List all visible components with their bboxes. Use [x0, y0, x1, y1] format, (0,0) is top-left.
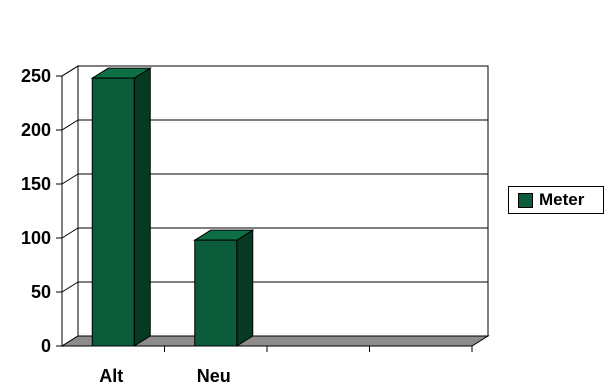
legend-swatch: [518, 192, 533, 208]
gridline-side: [61, 281, 79, 293]
bar-side: [133, 67, 151, 347]
y-tick-label: 50: [31, 282, 51, 302]
x-tick-label: Neu: [197, 366, 231, 386]
gridline-side: [61, 119, 79, 131]
legend: Meter: [508, 186, 604, 214]
y-tick-label: 0: [41, 336, 51, 356]
legend-label: Meter: [539, 190, 585, 209]
y-tick-label: 200: [21, 120, 51, 140]
bar-side: [236, 229, 254, 347]
gridline-side: [61, 65, 79, 77]
bar-front: [91, 77, 135, 347]
gridline-side: [61, 173, 79, 185]
x-tick-labels: Alt Neu: [99, 366, 231, 386]
y-tick-label: 100: [21, 228, 51, 248]
y-tick-label: 150: [21, 174, 51, 194]
bar: [193, 229, 255, 347]
bars: [90, 67, 255, 347]
y-tick-label: 250: [21, 66, 51, 86]
x-tick-label: Alt: [99, 366, 123, 386]
bar-front: [194, 239, 238, 347]
y-tick-labels: 0 50 100 150 200 250: [21, 66, 51, 356]
bar: [90, 67, 152, 347]
side-wall: [61, 65, 79, 347]
gridline-side: [61, 227, 79, 239]
